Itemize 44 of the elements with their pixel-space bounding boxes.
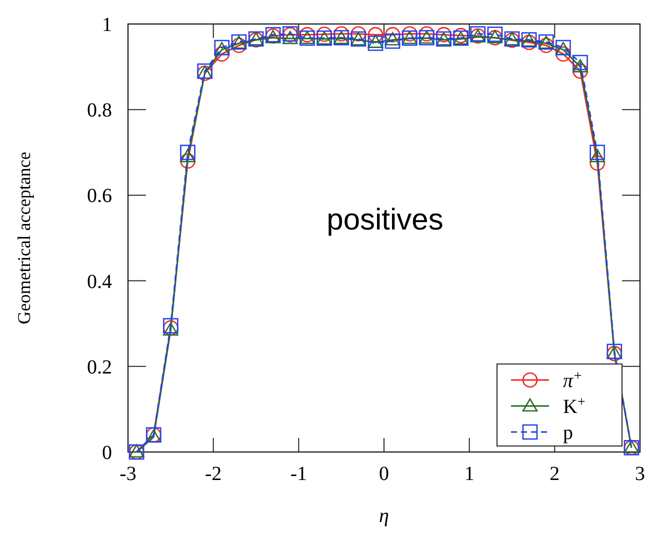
x-tick-label: -2	[204, 463, 222, 485]
x-tick-label: -1	[290, 463, 308, 485]
point	[214, 46, 230, 62]
point	[180, 149, 196, 162]
point	[384, 33, 400, 49]
y-axis-title: Geometrical acceptance	[14, 152, 34, 324]
legend-label: p	[563, 422, 573, 444]
point	[556, 46, 571, 62]
point	[384, 27, 400, 42]
y-tick-label: 0.4	[87, 270, 112, 293]
x-tick-label: 2	[550, 463, 560, 485]
point	[368, 34, 384, 48]
y-tick-label: 1	[102, 14, 112, 36]
point	[402, 26, 418, 42]
annotation: positives	[326, 203, 444, 236]
x-tick-label: 1	[464, 463, 474, 485]
point	[487, 26, 503, 42]
point	[368, 36, 384, 51]
point	[419, 26, 434, 42]
point	[590, 155, 605, 171]
x-tick-label: 3	[635, 463, 645, 485]
legend-label: π$^{+}$	[563, 368, 582, 392]
point	[572, 59, 588, 72]
point	[384, 32, 400, 46]
x-axis-title: η	[379, 505, 390, 527]
y-tick-label: 0.8	[87, 100, 112, 122]
x-tick-label: 0	[379, 463, 389, 485]
point	[300, 27, 315, 42]
y-tick-label: 0.6	[87, 185, 112, 208]
point	[572, 54, 588, 70]
point	[590, 149, 605, 162]
y-tick-label: 0	[102, 442, 112, 464]
legend-label: K$^{+}$	[563, 394, 586, 418]
point	[521, 34, 537, 50]
y-tick-label: 0.2	[87, 356, 112, 378]
point	[368, 27, 384, 42]
x-tick-label: -3	[120, 463, 136, 485]
point	[350, 26, 366, 42]
point	[180, 144, 196, 160]
point	[180, 153, 196, 169]
point	[282, 30, 298, 44]
point	[590, 144, 605, 160]
point	[572, 63, 588, 79]
point	[334, 26, 349, 42]
